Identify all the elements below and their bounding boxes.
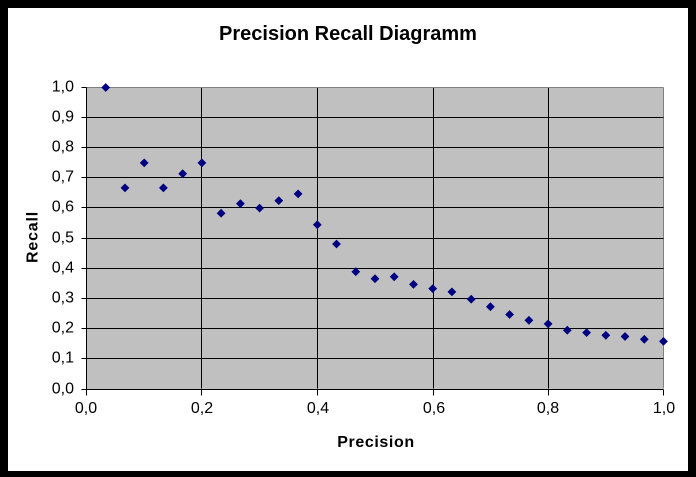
svg-text:Precision: Precision xyxy=(337,434,414,451)
svg-text:0,2: 0,2 xyxy=(191,400,213,417)
svg-text:0,0: 0,0 xyxy=(52,381,74,398)
svg-text:1,0: 1,0 xyxy=(653,400,675,417)
svg-text:0,8: 0,8 xyxy=(52,139,74,156)
svg-text:0,4: 0,4 xyxy=(307,400,329,417)
svg-text:0,4: 0,4 xyxy=(52,260,74,277)
svg-text:0,7: 0,7 xyxy=(52,169,74,186)
svg-text:0,6: 0,6 xyxy=(423,400,445,417)
svg-text:Precision Recall Diagramm: Precision Recall Diagramm xyxy=(219,23,477,45)
svg-text:0,0: 0,0 xyxy=(75,400,97,417)
svg-text:0,6: 0,6 xyxy=(52,199,74,216)
svg-text:Recall: Recall xyxy=(25,211,42,263)
svg-text:1,0: 1,0 xyxy=(52,79,74,96)
svg-text:0,8: 0,8 xyxy=(537,400,559,417)
svg-text:0,5: 0,5 xyxy=(52,230,74,247)
svg-text:0,1: 0,1 xyxy=(52,350,74,367)
svg-text:0,3: 0,3 xyxy=(52,290,74,307)
svg-text:0,2: 0,2 xyxy=(52,320,74,337)
svg-text:0,9: 0,9 xyxy=(52,109,74,126)
